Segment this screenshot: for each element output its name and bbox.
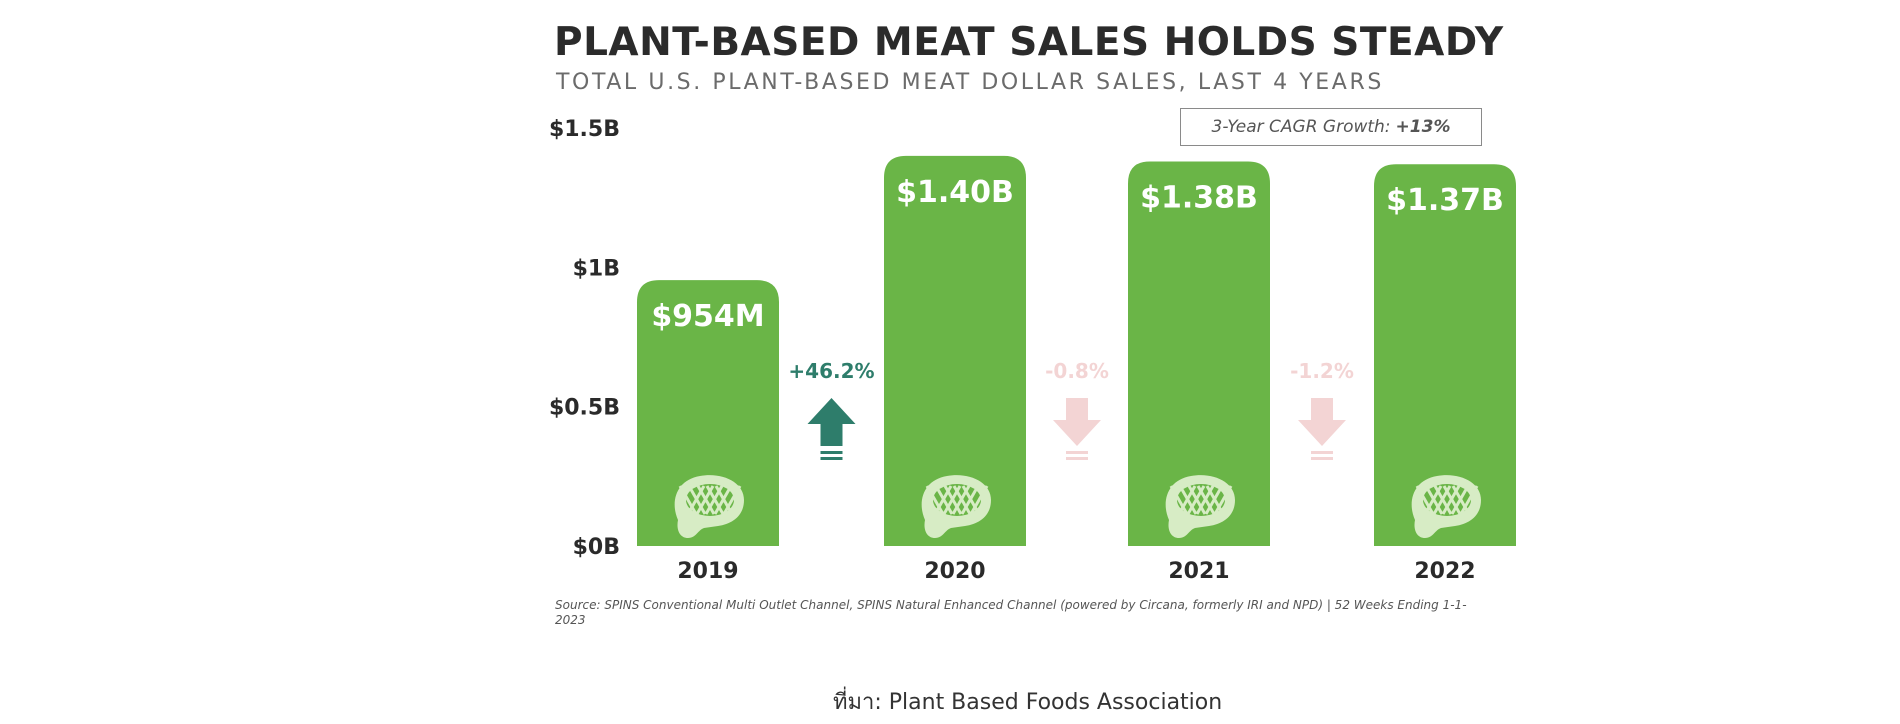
up-arrow-icon [807, 398, 856, 446]
bar-value-label: $1.37B [1386, 183, 1504, 218]
bar [884, 155, 1026, 546]
arrow-underline [1311, 457, 1333, 460]
x-tick-label: 2020 [924, 559, 985, 584]
change-label: -1.2% [1290, 359, 1354, 383]
change-label: +46.2% [788, 359, 874, 383]
arrow-underline [820, 457, 843, 460]
y-tick-label: $0B [573, 535, 620, 560]
steak-icon [1165, 475, 1235, 538]
cagr-annotation: 3-Year CAGR Growth: +13% [1180, 108, 1482, 146]
bar-value-label: $1.40B [896, 175, 1014, 210]
y-tick-label: $0.5B [549, 396, 620, 421]
arrow-underline [1311, 451, 1333, 454]
change-label: -0.8% [1045, 359, 1109, 383]
y-tick-label: $1.5B [549, 117, 620, 142]
y-tick-label: $1B [573, 256, 620, 281]
steak-icon [1411, 475, 1481, 538]
arrow-underline [1066, 451, 1088, 454]
source-note: Source: SPINS Conventional Multi Outlet … [555, 598, 1467, 627]
bar [637, 280, 779, 546]
steak-icon [921, 475, 991, 538]
x-tick-label: 2021 [1168, 559, 1229, 584]
down-arrow-icon [1053, 398, 1101, 446]
chart-subtitle: TOTAL U.S. PLANT-BASED MEAT DOLLAR SALES… [556, 70, 1384, 95]
bar [1128, 161, 1270, 546]
x-tick-label: 2019 [677, 559, 738, 584]
arrow-underline [820, 451, 843, 454]
bar-value-label: $954M [651, 299, 764, 334]
down-arrow-icon [1298, 398, 1346, 446]
bar [1374, 164, 1516, 546]
cagr-label: 3-Year CAGR Growth: [1211, 117, 1391, 137]
steak-icon [674, 475, 744, 538]
image-caption: ที่มา: Plant Based Foods Association [833, 690, 1223, 715]
x-tick-label: 2022 [1414, 559, 1475, 584]
bar-value-label: $1.38B [1140, 180, 1258, 215]
chart-title: PLANT-BASED MEAT SALES HOLDS STEADY [554, 20, 1504, 65]
arrow-underline [1066, 457, 1088, 460]
cagr-value: +13% [1395, 117, 1451, 137]
